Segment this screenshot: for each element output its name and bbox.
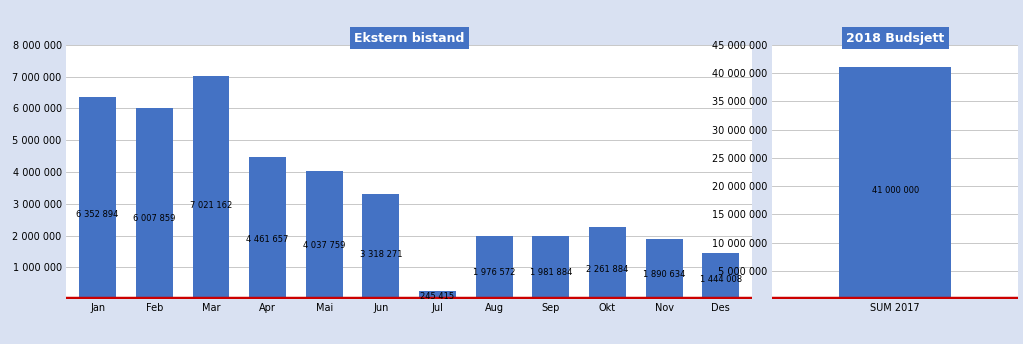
Bar	[703, 253, 740, 299]
Bar	[589, 227, 626, 299]
Bar	[192, 76, 229, 299]
Text: 245 415: 245 415	[420, 291, 454, 301]
Bar	[136, 108, 173, 299]
Text: 6 352 894: 6 352 894	[77, 210, 119, 219]
Text: 1 890 634: 1 890 634	[642, 269, 685, 279]
Bar	[419, 291, 456, 299]
Bar	[362, 194, 399, 299]
Bar	[646, 239, 682, 299]
Title: Ekstern bistand: Ekstern bistand	[354, 32, 464, 45]
Text: 2 261 884: 2 261 884	[586, 265, 629, 273]
Text: 4 037 759: 4 037 759	[303, 241, 346, 250]
Bar	[250, 157, 286, 299]
Text: 1 981 884: 1 981 884	[530, 268, 572, 277]
Text: 3 318 271: 3 318 271	[360, 250, 402, 259]
Bar	[839, 67, 951, 299]
Text: 1 444 008: 1 444 008	[700, 276, 742, 284]
Text: 4 461 657: 4 461 657	[247, 235, 288, 244]
Text: 41 000 000: 41 000 000	[872, 186, 919, 195]
Bar	[476, 236, 513, 299]
Bar	[79, 97, 116, 299]
Title: 2018 Budsjett: 2018 Budsjett	[846, 32, 944, 45]
Bar	[306, 171, 343, 299]
Text: 6 007 859: 6 007 859	[133, 215, 176, 224]
Text: 7 021 162: 7 021 162	[190, 201, 232, 210]
Text: 1 976 572: 1 976 572	[473, 268, 516, 277]
Bar	[532, 236, 569, 299]
